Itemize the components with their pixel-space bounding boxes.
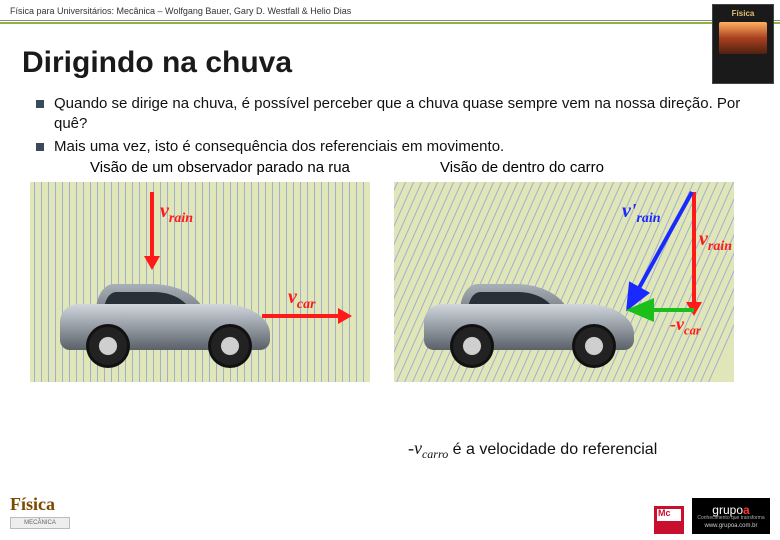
label-vcar: vcar [288, 286, 316, 313]
bullet-marker-icon [36, 100, 44, 108]
header-citation: Física para Universitários: Mecânica – W… [0, 0, 780, 21]
grupo-a-logo: grupoa Conhecimento que transforma www.g… [692, 498, 770, 534]
label-neg-vcar: -vcar [670, 314, 701, 339]
car-illustration [60, 282, 270, 370]
footer-right-logos: grupoa Conhecimento que transforma www.g… [654, 498, 770, 534]
label-vcar-sub: car [297, 297, 316, 312]
figure-observer-street: vrain vcar [30, 182, 370, 382]
label-vrain-sub: rain [169, 211, 193, 226]
bullet-item: Quando se dirige na chuva, é possível pe… [36, 94, 762, 135]
figure-captions-row: Visão de um observador parado na rua Vis… [36, 159, 762, 176]
bottom-note-rest: é a velocidade do referencial [448, 441, 657, 458]
grupo-a-url: www.grupoa.com.br [704, 523, 757, 529]
footer: Física MECÂNICA grupoa Conhecimento que … [0, 486, 780, 534]
label-neg-vcar-sub: car [684, 323, 701, 337]
caption-right: Visão de dentro do carro [440, 159, 740, 176]
grupo-a-main: grupoa [712, 504, 749, 516]
slide-title: Dirigindo na chuva [0, 24, 780, 94]
book-cover-thumbnail: Física [712, 4, 774, 84]
footer-left-logo: Física MECÂNICA [10, 494, 110, 534]
header-text: Física para Universitários: Mecânica – W… [10, 6, 351, 16]
car-wheel-rear [86, 324, 130, 368]
bottom-note: -vcarro é a velocidade do referencial [408, 438, 657, 462]
bottom-note-symbol: -v [408, 438, 422, 458]
label-vrain-v: v [160, 200, 169, 222]
bullet-list: Quando se dirige na chuva, é possível pe… [0, 94, 780, 176]
book-cover-title: Física [732, 9, 755, 18]
arrow-neg-vcar [394, 182, 734, 382]
figures-row: vrain vcar vrain [0, 176, 780, 382]
fisica-badge: MECÂNICA [10, 517, 70, 529]
bullet-item: Mais uma vez, isto é consequência dos re… [36, 137, 762, 157]
book-cover-image [719, 22, 767, 54]
label-neg-vcar-v: -v [670, 314, 684, 334]
arrow-vcar [262, 314, 340, 318]
figure-inside-car: vrain v'rain -vcar [394, 182, 734, 382]
mcgraw-hill-logo-icon [654, 506, 684, 534]
bullet-text: Mais uma vez, isto é consequência dos re… [54, 137, 762, 157]
bullet-marker-icon [36, 143, 44, 151]
fisica-logo-text: Física [10, 494, 55, 515]
bottom-note-sub: carro [422, 447, 448, 461]
bullet-text: Quando se dirige na chuva, é possível pe… [54, 94, 762, 135]
caption-left: Visão de um observador parado na rua [90, 159, 410, 176]
label-vcar-v: v [288, 286, 297, 308]
grupo-a-tagline: Conhecimento que transforma [697, 516, 764, 521]
car-wheel-front [208, 324, 252, 368]
arrow-vrain [150, 192, 154, 258]
label-vrain: vrain [160, 200, 193, 227]
